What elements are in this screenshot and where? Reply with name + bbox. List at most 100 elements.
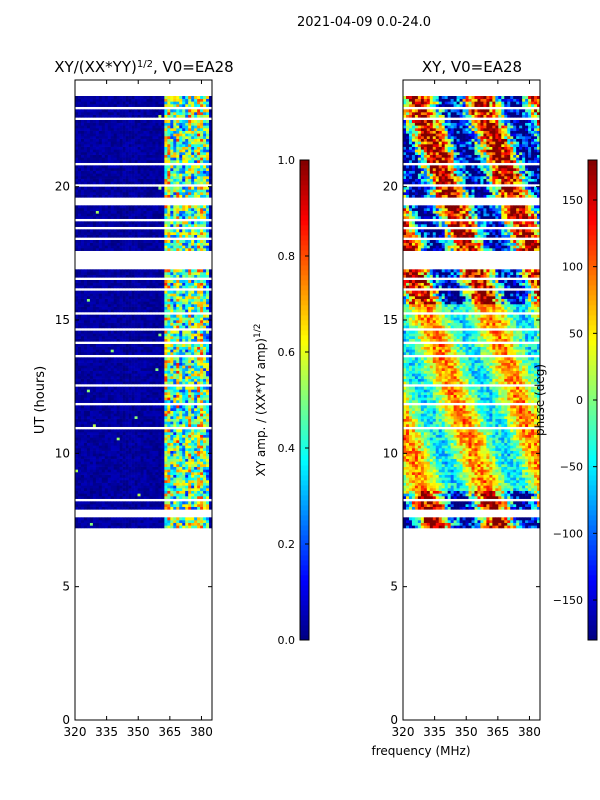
heatmap-cell	[98, 189, 103, 193]
heatmap-cell	[80, 408, 85, 411]
heatmap-cell	[176, 440, 180, 443]
heatmap-cell	[86, 240, 91, 243]
heatmap-cell	[203, 338, 207, 342]
heatmap-cell	[104, 309, 109, 313]
heatmap-cell	[203, 346, 207, 350]
heatmap-cell	[161, 181, 165, 185]
heatmap-cell	[161, 525, 165, 529]
heatmap-cell	[125, 408, 129, 411]
heatmap-cell	[92, 482, 97, 486]
heatmap-cell	[179, 429, 183, 433]
heatmap-cell	[176, 490, 180, 494]
heatmap-cell	[92, 365, 97, 369]
heatmap-cell	[206, 176, 210, 179]
heatmap-cell	[113, 240, 117, 243]
heatmap-cell	[107, 168, 112, 171]
heatmap-cell	[143, 296, 147, 299]
heatmap-cell	[200, 381, 204, 385]
heatmap-cell	[206, 504, 210, 507]
heatmap-cell	[170, 458, 174, 462]
heatmap-cell	[182, 285, 186, 289]
heatmap-cell	[110, 421, 115, 425]
heatmap-cell	[188, 421, 192, 425]
heatmap-cell	[116, 504, 120, 507]
heatmap-cell	[116, 189, 120, 193]
heatmap-cell	[92, 306, 97, 310]
heatmap-cell	[137, 325, 141, 329]
heatmap-cell	[164, 333, 168, 337]
heatmap-cell	[170, 482, 174, 486]
heatmap-cell	[137, 408, 141, 411]
heatmap-cell	[188, 349, 192, 353]
heatmap-cell	[80, 496, 85, 499]
heatmap-cell	[182, 405, 186, 409]
heatmap-cell	[185, 434, 189, 438]
heatmap-cell	[170, 386, 174, 390]
heatmap-cell	[146, 394, 150, 398]
heatmap-cell	[140, 232, 144, 235]
heatmap-cell	[110, 386, 115, 390]
heatmap-cell	[98, 360, 103, 363]
heatmap-cell	[95, 490, 100, 494]
heatmap-cell	[80, 285, 85, 289]
heatmap-cell	[134, 434, 138, 438]
heatmap-cell	[134, 472, 138, 475]
heatmap-cell	[143, 290, 147, 294]
heatmap-cell	[176, 421, 180, 425]
heatmap-cell	[92, 362, 97, 366]
heatmap-cell	[149, 392, 153, 395]
heatmap-cell	[200, 482, 204, 486]
heatmap-cell	[113, 437, 117, 441]
heatmap-cell	[176, 245, 180, 249]
heatmap-cell	[203, 234, 207, 238]
heatmap-cell	[134, 416, 138, 419]
heatmap-cell	[110, 192, 115, 195]
heatmap-cell	[161, 506, 165, 510]
heatmap-cell	[182, 216, 186, 219]
heatmap-cell	[167, 216, 171, 219]
heatmap-cell	[143, 210, 147, 214]
heatmap-cell	[194, 456, 198, 459]
heatmap-cell	[185, 181, 189, 185]
heatmap-cell	[113, 362, 117, 366]
heatmap-cell	[83, 229, 88, 233]
heatmap-cell	[86, 525, 91, 529]
heatmap-cell	[182, 349, 186, 353]
heatmap-cell	[161, 352, 165, 355]
heatmap-cell	[203, 416, 207, 419]
heatmap-cell	[110, 333, 115, 337]
heatmap-cell	[191, 418, 195, 422]
heatmap-cell	[125, 322, 129, 326]
heatmap-cell	[149, 506, 153, 510]
heatmap-cell	[113, 448, 117, 451]
heatmap-cell	[209, 501, 213, 505]
heatmap-cell	[170, 466, 174, 470]
heatmap-cell	[92, 432, 97, 435]
heatmap-cell	[140, 456, 144, 459]
heatmap-cell	[182, 434, 186, 438]
heatmap-cell	[125, 413, 129, 417]
heatmap-cell	[125, 282, 129, 286]
heatmap-cell	[143, 469, 147, 473]
heatmap-cell	[110, 317, 115, 321]
heatmap-cell	[113, 392, 117, 395]
heatmap-cell	[75, 504, 79, 507]
heatmap-cell	[128, 488, 132, 491]
heatmap-cell	[92, 506, 97, 510]
heatmap-cell	[77, 333, 82, 337]
heatmap-cell	[107, 301, 112, 305]
heatmap-cell	[152, 493, 156, 497]
heatmap-cell	[131, 360, 135, 363]
heatmap-cell	[182, 240, 186, 243]
heatmap-cell	[161, 370, 165, 374]
heatmap-cell	[113, 173, 117, 177]
heatmap-cell	[158, 293, 162, 297]
heatmap-cell	[86, 496, 91, 499]
heatmap-cell	[146, 413, 150, 417]
heatmap-cell	[83, 370, 88, 374]
heatmap-cell	[191, 370, 195, 374]
heatmap-cell	[104, 165, 109, 169]
heatmap-cell	[197, 189, 201, 193]
heatmap-cell	[137, 213, 141, 217]
heatmap-cell	[119, 522, 123, 526]
